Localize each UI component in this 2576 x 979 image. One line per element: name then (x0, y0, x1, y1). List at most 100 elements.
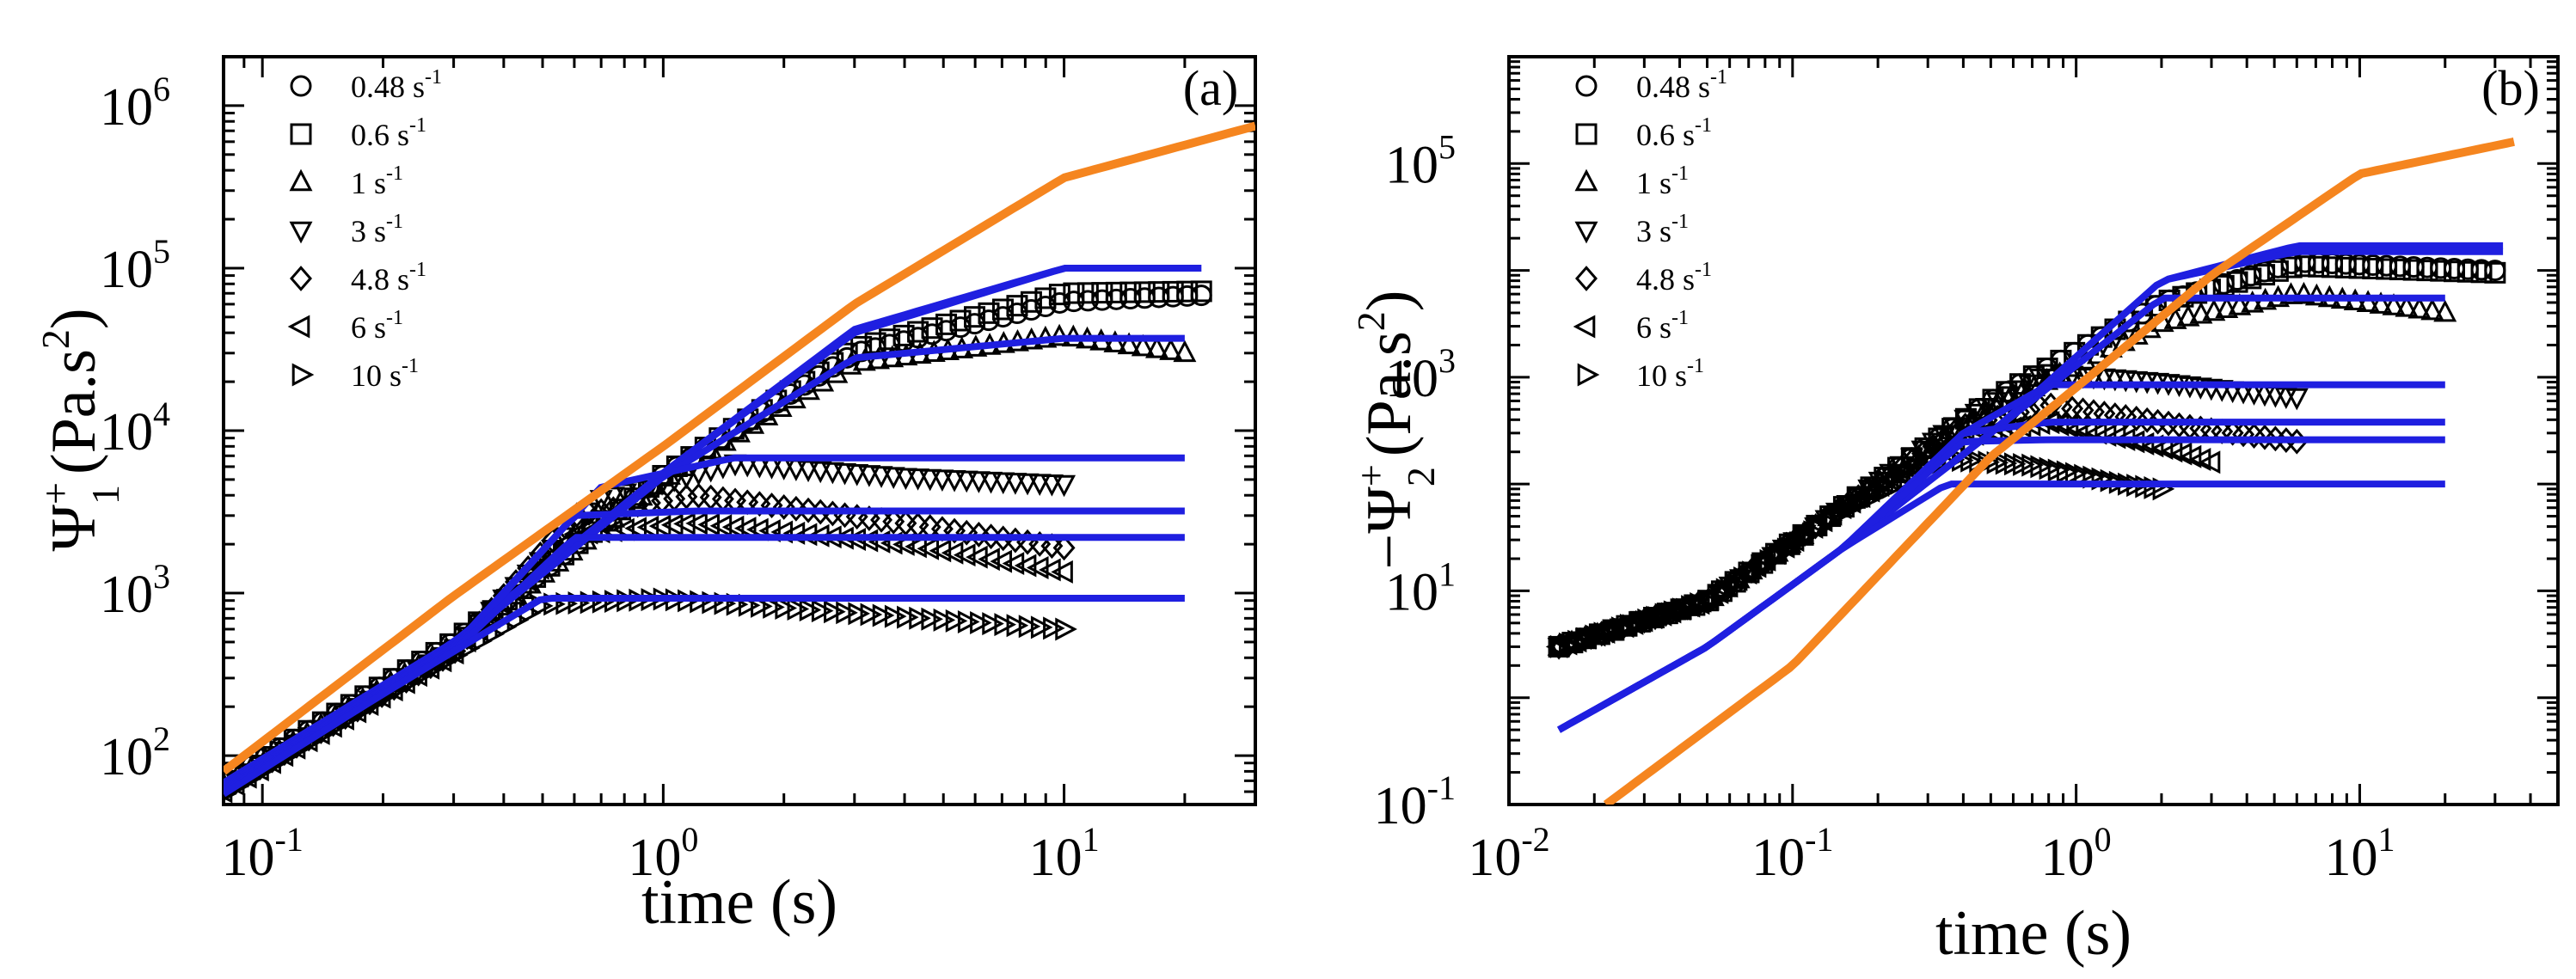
b-data-point (2163, 307, 2187, 329)
a-data-point (824, 600, 846, 624)
a-data-point (1015, 473, 1040, 496)
b-data-point (1545, 634, 1568, 658)
a-data-point (918, 468, 942, 492)
b-data-point (2279, 282, 2303, 304)
b-data-point (2198, 450, 2221, 474)
a-y-tick-label: 104 (100, 395, 170, 462)
a-data-point (811, 599, 834, 623)
b-y-title-sup: + (1349, 464, 1393, 486)
a-x-axis-title: time (s) (641, 867, 837, 938)
b-y-tick-label: 101 (1385, 554, 1456, 621)
a-y-title-sup: + (34, 482, 77, 505)
a-data-point (906, 468, 930, 491)
a-data-point (978, 302, 1000, 324)
a-y-tick-label: 102 (100, 719, 170, 786)
b-data-point (2240, 267, 2262, 290)
a-data-point (1159, 338, 1183, 360)
b-data-point (1985, 392, 2009, 414)
a-data-point (897, 605, 919, 629)
b-data-point (2321, 256, 2343, 278)
b-y-axis-title: −Ψ+ 2(Pa.s2) (1349, 291, 1443, 570)
a-data-point (808, 461, 832, 484)
a-data-point (733, 517, 757, 541)
a-legend-marker (289, 221, 313, 244)
a-legend-marker (290, 123, 312, 145)
b-data-point (2017, 374, 2041, 397)
b-model-line (1557, 248, 2504, 733)
a-data-point (857, 465, 881, 487)
b-data-point (1975, 398, 1999, 420)
a-data-point (685, 511, 708, 535)
a-data-point (721, 515, 745, 539)
b-legend-label: 0.6 s-1 (1636, 114, 1712, 152)
a-data-point (820, 462, 844, 485)
a-data-point (879, 328, 901, 351)
b-y-title-symbol: −Ψ (1354, 486, 1425, 570)
b-data-point (2407, 296, 2432, 319)
a-y-title-symbol: Ψ (39, 505, 109, 552)
b-legend-label: 0.48 s-1 (1636, 66, 1727, 104)
a-data-point (1133, 281, 1156, 303)
b-data-point (2176, 304, 2200, 327)
a-model-line (224, 595, 1185, 798)
a-legend-marker (290, 75, 312, 97)
a-data-point (1117, 332, 1141, 355)
b-data-point (1996, 386, 2020, 408)
a-data-point (763, 595, 785, 619)
a-data-point (1119, 281, 1142, 303)
a-data-point (1052, 535, 1076, 561)
b-legend-marker (1574, 221, 1598, 244)
a-data-point (799, 598, 822, 622)
b-legend-label: 4.8 s-1 (1636, 259, 1712, 297)
b-data-point (2150, 437, 2174, 460)
b-data-point (2369, 291, 2393, 314)
a-legend-label: 1 s-1 (351, 162, 403, 200)
a-y-tick-label: 105 (100, 232, 170, 299)
b-data-point (2416, 260, 2438, 282)
b-model-layer (1557, 138, 2515, 805)
b-data-point (2470, 261, 2493, 284)
b-legend: 0.48 s-1 0.6 s-1 1 s-1 3 s-1 4.8 s-1 6 s-1 10 … (1573, 66, 1727, 393)
a-data-point (893, 468, 917, 491)
a-legend-label: 3 s-1 (351, 211, 403, 248)
b-data-point (2433, 299, 2457, 322)
a-data-point (601, 486, 625, 509)
a-data-point (966, 471, 991, 493)
a-data-point (673, 511, 696, 535)
a-data-point (1020, 291, 1042, 313)
a-data-point (909, 606, 931, 630)
b-y-title-unit-close: ) (1354, 291, 1425, 312)
b-data-point (2420, 297, 2444, 321)
a-data-point (1176, 280, 1199, 303)
b-data-layer (1545, 251, 2506, 660)
b-legend-label: 3 s-1 (1636, 211, 1689, 248)
a-data-point (1190, 280, 1212, 303)
a-x-tick-label: 101 (1029, 820, 1100, 887)
b-y-title-unit-sup: 2 (1349, 311, 1393, 331)
a-data-point (945, 609, 968, 633)
b-data-point (2456, 260, 2479, 283)
a-data-point (845, 463, 869, 486)
a-data-point (648, 514, 672, 538)
b-model-line (1557, 480, 2445, 733)
a-data-point (872, 603, 895, 627)
b-data-point (2430, 260, 2452, 282)
b-data-point (2348, 257, 2371, 279)
b-y-title-sub: 2 (1399, 467, 1443, 486)
b-data-point (1782, 529, 1805, 553)
a-envelope-line (224, 121, 1255, 775)
b-tick-marks (1507, 55, 2560, 806)
a-data-point (1103, 330, 1127, 352)
b-data-point (2266, 260, 2289, 282)
a-legend-marker (289, 168, 313, 192)
a-data-point (907, 321, 929, 343)
a-data-point (982, 612, 1004, 636)
a-legend-label: 6 s-1 (351, 307, 403, 345)
b-data-point (2280, 256, 2303, 278)
b-legend-label: 10 s-1 (1636, 355, 1704, 393)
a-data-point (942, 469, 966, 493)
a-data-point (1048, 284, 1070, 306)
